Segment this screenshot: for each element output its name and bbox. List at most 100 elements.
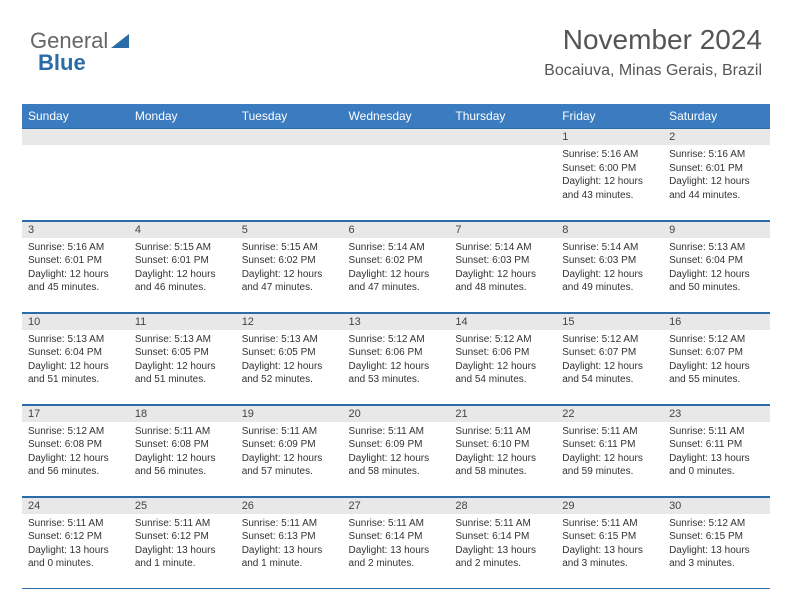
day-details: Sunrise: 5:16 AMSunset: 6:01 PMDaylight:… <box>663 145 770 206</box>
calendar-cell: 25Sunrise: 5:11 AMSunset: 6:12 PMDayligh… <box>129 496 236 588</box>
calendar-cell <box>129 128 236 220</box>
calendar-cell: 7Sunrise: 5:14 AMSunset: 6:03 PMDaylight… <box>449 220 556 312</box>
sunset-text: Sunset: 6:09 PM <box>349 438 444 452</box>
sunset-text: Sunset: 6:10 PM <box>455 438 550 452</box>
day-details: Sunrise: 5:11 AMSunset: 6:12 PMDaylight:… <box>22 514 129 575</box>
sunrise-text: Sunrise: 5:15 AM <box>242 241 337 255</box>
sunrise-text: Sunrise: 5:12 AM <box>669 517 764 531</box>
calendar-week-row: 10Sunrise: 5:13 AMSunset: 6:04 PMDayligh… <box>22 312 770 404</box>
day-number: 17 <box>22 405 129 422</box>
day-number: 3 <box>22 221 129 238</box>
day-number: 8 <box>556 221 663 238</box>
daylight-text: Daylight: 12 hours and 44 minutes. <box>669 175 764 202</box>
day-details: Sunrise: 5:13 AMSunset: 6:04 PMDaylight:… <box>663 238 770 299</box>
sunrise-text: Sunrise: 5:12 AM <box>28 425 123 439</box>
sunset-text: Sunset: 6:12 PM <box>28 530 123 544</box>
day-details: Sunrise: 5:14 AMSunset: 6:03 PMDaylight:… <box>556 238 663 299</box>
calendar-cell: 4Sunrise: 5:15 AMSunset: 6:01 PMDaylight… <box>129 220 236 312</box>
sunset-text: Sunset: 6:03 PM <box>562 254 657 268</box>
sunset-text: Sunset: 6:03 PM <box>455 254 550 268</box>
calendar-cell: 17Sunrise: 5:12 AMSunset: 6:08 PMDayligh… <box>22 404 129 496</box>
daylight-text: Daylight: 13 hours and 3 minutes. <box>669 544 764 571</box>
day-details: Sunrise: 5:12 AMSunset: 6:07 PMDaylight:… <box>663 330 770 391</box>
day-details: Sunrise: 5:16 AMSunset: 6:01 PMDaylight:… <box>22 238 129 299</box>
daylight-text: Daylight: 12 hours and 56 minutes. <box>135 452 230 479</box>
day-number: 21 <box>449 405 556 422</box>
weekday-header: Wednesday <box>343 104 450 128</box>
weekday-header: Tuesday <box>236 104 343 128</box>
day-details: Sunrise: 5:15 AMSunset: 6:02 PMDaylight:… <box>236 238 343 299</box>
day-details: Sunrise: 5:15 AMSunset: 6:01 PMDaylight:… <box>129 238 236 299</box>
calendar-week-row: 17Sunrise: 5:12 AMSunset: 6:08 PMDayligh… <box>22 404 770 496</box>
day-number <box>129 128 236 145</box>
day-number: 30 <box>663 497 770 514</box>
daylight-text: Daylight: 12 hours and 50 minutes. <box>669 268 764 295</box>
month-title: November 2024 <box>544 24 762 56</box>
day-number: 29 <box>556 497 663 514</box>
day-number: 6 <box>343 221 450 238</box>
daylight-text: Daylight: 12 hours and 46 minutes. <box>135 268 230 295</box>
calendar-cell: 15Sunrise: 5:12 AMSunset: 6:07 PMDayligh… <box>556 312 663 404</box>
calendar-cell: 22Sunrise: 5:11 AMSunset: 6:11 PMDayligh… <box>556 404 663 496</box>
sunset-text: Sunset: 6:15 PM <box>669 530 764 544</box>
sunset-text: Sunset: 6:06 PM <box>455 346 550 360</box>
calendar-cell: 9Sunrise: 5:13 AMSunset: 6:04 PMDaylight… <box>663 220 770 312</box>
calendar-cell: 26Sunrise: 5:11 AMSunset: 6:13 PMDayligh… <box>236 496 343 588</box>
day-number: 25 <box>129 497 236 514</box>
calendar-cell: 8Sunrise: 5:14 AMSunset: 6:03 PMDaylight… <box>556 220 663 312</box>
calendar-cell: 16Sunrise: 5:12 AMSunset: 6:07 PMDayligh… <box>663 312 770 404</box>
day-details: Sunrise: 5:11 AMSunset: 6:14 PMDaylight:… <box>449 514 556 575</box>
day-details: Sunrise: 5:11 AMSunset: 6:13 PMDaylight:… <box>236 514 343 575</box>
sunset-text: Sunset: 6:14 PM <box>349 530 444 544</box>
sunset-text: Sunset: 6:07 PM <box>669 346 764 360</box>
day-number: 23 <box>663 405 770 422</box>
day-number: 12 <box>236 313 343 330</box>
calendar-cell: 27Sunrise: 5:11 AMSunset: 6:14 PMDayligh… <box>343 496 450 588</box>
calendar-cell: 28Sunrise: 5:11 AMSunset: 6:14 PMDayligh… <box>449 496 556 588</box>
sunset-text: Sunset: 6:06 PM <box>349 346 444 360</box>
sunrise-text: Sunrise: 5:11 AM <box>135 517 230 531</box>
day-number: 28 <box>449 497 556 514</box>
day-number: 24 <box>22 497 129 514</box>
day-number: 5 <box>236 221 343 238</box>
calendar-week-row: 1Sunrise: 5:16 AMSunset: 6:00 PMDaylight… <box>22 128 770 220</box>
day-details: Sunrise: 5:12 AMSunset: 6:08 PMDaylight:… <box>22 422 129 483</box>
sunrise-text: Sunrise: 5:11 AM <box>242 425 337 439</box>
sunset-text: Sunset: 6:15 PM <box>562 530 657 544</box>
calendar-cell <box>449 128 556 220</box>
calendar-cell <box>22 128 129 220</box>
day-number: 16 <box>663 313 770 330</box>
calendar-cell: 1Sunrise: 5:16 AMSunset: 6:00 PMDaylight… <box>556 128 663 220</box>
day-number: 22 <box>556 405 663 422</box>
day-number: 26 <box>236 497 343 514</box>
daylight-text: Daylight: 13 hours and 2 minutes. <box>349 544 444 571</box>
day-number: 15 <box>556 313 663 330</box>
calendar-cell: 21Sunrise: 5:11 AMSunset: 6:10 PMDayligh… <box>449 404 556 496</box>
sunrise-text: Sunrise: 5:11 AM <box>562 425 657 439</box>
sunset-text: Sunset: 6:05 PM <box>135 346 230 360</box>
day-details: Sunrise: 5:12 AMSunset: 6:06 PMDaylight:… <box>449 330 556 391</box>
daylight-text: Daylight: 12 hours and 47 minutes. <box>349 268 444 295</box>
calendar-table: Sunday Monday Tuesday Wednesday Thursday… <box>22 104 770 589</box>
day-number <box>22 128 129 145</box>
sunrise-text: Sunrise: 5:11 AM <box>349 517 444 531</box>
day-number: 14 <box>449 313 556 330</box>
sunrise-text: Sunrise: 5:13 AM <box>28 333 123 347</box>
day-number <box>236 128 343 145</box>
day-details: Sunrise: 5:14 AMSunset: 6:03 PMDaylight:… <box>449 238 556 299</box>
day-details: Sunrise: 5:11 AMSunset: 6:11 PMDaylight:… <box>556 422 663 483</box>
location: Bocaiuva, Minas Gerais, Brazil <box>544 62 762 80</box>
daylight-text: Daylight: 12 hours and 54 minutes. <box>562 360 657 387</box>
sunset-text: Sunset: 6:00 PM <box>562 162 657 176</box>
sunset-text: Sunset: 6:11 PM <box>562 438 657 452</box>
sunrise-text: Sunrise: 5:16 AM <box>669 148 764 162</box>
day-details: Sunrise: 5:11 AMSunset: 6:10 PMDaylight:… <box>449 422 556 483</box>
day-details: Sunrise: 5:11 AMSunset: 6:11 PMDaylight:… <box>663 422 770 483</box>
sunrise-text: Sunrise: 5:11 AM <box>562 517 657 531</box>
sunrise-text: Sunrise: 5:11 AM <box>28 517 123 531</box>
daylight-text: Daylight: 12 hours and 58 minutes. <box>349 452 444 479</box>
daylight-text: Daylight: 13 hours and 0 minutes. <box>669 452 764 479</box>
sunrise-text: Sunrise: 5:11 AM <box>669 425 764 439</box>
sunrise-text: Sunrise: 5:13 AM <box>242 333 337 347</box>
day-number: 7 <box>449 221 556 238</box>
